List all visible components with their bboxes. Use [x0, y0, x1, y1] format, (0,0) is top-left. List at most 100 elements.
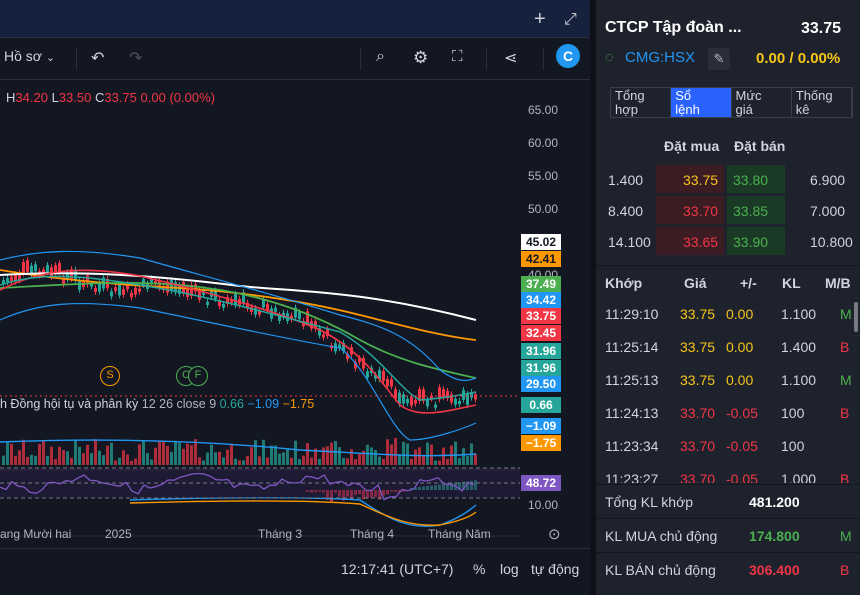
brand-logo-icon[interactable]: C	[556, 44, 580, 68]
tab-bar: Tổng hợp Sổ lệnh Mức giá Thống kê	[610, 87, 853, 118]
ohlc-legend: H34.20 L33.50 C33.75 0.00 (0.00%)	[6, 90, 215, 105]
buy-price: 33.65	[683, 234, 719, 250]
profile-menu[interactable]: Hồ sơ ⌄	[4, 48, 56, 64]
macd-hist-bar	[358, 490, 361, 495]
candle-body	[2, 280, 5, 285]
ma-teal-line	[0, 275, 477, 401]
log-toggle[interactable]: log	[500, 561, 519, 577]
macd-hist-bar	[354, 490, 357, 495]
gear-icon[interactable]: ⚙	[413, 48, 429, 67]
trade-price: 33.75	[680, 339, 716, 355]
orderbook-row[interactable]: 8.400 33.70 33.85 7.000	[596, 196, 860, 226]
macd-hist-bar	[390, 490, 393, 492]
volume-bar	[266, 457, 269, 465]
volume-bar	[118, 457, 121, 465]
trade-time: 11:24:13	[605, 405, 659, 421]
expand-icon[interactable]: ⤢	[564, 11, 577, 28]
volume-bar	[310, 457, 313, 465]
volume-bar	[30, 454, 33, 465]
buy-cell-bg	[656, 227, 724, 255]
volume-bar	[370, 447, 373, 465]
tab-3[interactable]: Thống kê	[792, 88, 852, 117]
candle-body	[30, 265, 33, 275]
axis-settings-icon[interactable]: ⊙	[548, 526, 561, 543]
orderbook-row[interactable]: 1.400 33.75 33.80 6.900	[596, 165, 860, 195]
share-icon[interactable]: ⋖	[504, 50, 518, 67]
trade-change: -0.05	[726, 438, 758, 454]
macd-signal-value: −1.75	[282, 397, 315, 411]
trades-list[interactable]: 11:29:10 33.75 0.00 1.100 M 11:25:14 33.75 0.00…	[596, 298, 860, 483]
volume-bar	[162, 441, 165, 465]
volume-bar	[326, 446, 329, 465]
candle-body	[226, 297, 229, 304]
sell-volume: 7.000	[810, 203, 846, 219]
candle-body	[442, 389, 445, 398]
edit-icon[interactable]: ✎	[708, 48, 730, 70]
orderbook-row[interactable]: 14.100 33.65 33.90 10.800	[596, 227, 860, 257]
trade-time: 11:23:27	[605, 471, 659, 483]
ohlc-close: 33.75	[104, 90, 137, 105]
volume-bar	[26, 456, 29, 465]
candle-body	[94, 288, 97, 292]
volume-bar	[434, 460, 437, 465]
fullscreen-icon[interactable]: ⛶	[452, 48, 463, 65]
macd-hist-bar	[382, 490, 385, 496]
candle-body	[422, 389, 425, 401]
x-tick: Tháng 4	[350, 527, 395, 541]
price-chart[interactable]	[0, 80, 520, 550]
percent-toggle[interactable]: %	[473, 561, 486, 577]
macd-hist-bar	[414, 487, 417, 490]
macd-line-value: −1.09	[247, 397, 280, 411]
volume-bar	[198, 457, 201, 465]
macd-hist-bar	[418, 487, 421, 490]
macd-hist-bar	[402, 490, 405, 492]
redo-icon[interactable]: ↷	[129, 50, 143, 67]
macd-legend: h Đồng hội tụ và phân kỳ 12 26 close 9 0…	[0, 397, 314, 411]
sell-cell-bg	[727, 196, 785, 224]
volume-bar	[6, 441, 9, 465]
trade-change: 0.00	[726, 372, 754, 388]
macd-hist-bar	[422, 486, 425, 490]
alert-search-icon[interactable]: ⌕	[376, 48, 385, 65]
ticker-code[interactable]: CMG:HSX	[625, 49, 696, 66]
volume-bar	[246, 455, 249, 465]
volume-bar	[226, 449, 229, 465]
ticker-price: 33.75	[801, 20, 842, 37]
scrollbar[interactable]	[854, 302, 858, 332]
macd-title: h Đồng hội tụ và phân kỳ	[0, 397, 139, 411]
event-marker-f[interactable]: F	[188, 366, 208, 386]
volume-bar	[242, 460, 245, 465]
tab-2[interactable]: Mức giá	[732, 88, 792, 117]
candle-body	[254, 308, 257, 315]
candle-body	[262, 299, 265, 308]
add-icon[interactable]: +	[534, 8, 546, 30]
volume-bar	[334, 440, 337, 465]
split-marker[interactable]: S	[100, 366, 120, 386]
y-tick: 65.00	[528, 103, 559, 117]
buy-cell-bg	[656, 196, 724, 224]
candle-body	[98, 283, 101, 292]
tab-1[interactable]: Sổ lệnh	[671, 88, 732, 117]
macd-hist-bar	[374, 490, 377, 497]
auto-scale-toggle[interactable]: tự động	[531, 561, 580, 577]
macd-hist-bar	[438, 484, 441, 490]
candle-body	[150, 278, 153, 283]
price-tag: 29.50	[521, 376, 561, 392]
volume-bar	[258, 456, 261, 465]
company-name: CTCP Tập đoàn ...	[605, 19, 742, 36]
rsi-pane[interactable]	[0, 463, 520, 508]
trade-row: 11:29:10 33.75 0.00 1.100 M	[596, 298, 852, 331]
volume-bar	[206, 452, 209, 465]
tab-0[interactable]: Tổng hợp	[611, 88, 672, 117]
buy-volume: 8.400	[608, 203, 644, 219]
candle-body	[338, 344, 341, 349]
sell-cell-bg	[727, 227, 785, 255]
undo-icon[interactable]: ↶	[91, 50, 105, 67]
chart-panel[interactable]: + ⤢ Hồ sơ ⌄ ↶ ↷ ⌕ ⚙ ⛶ ⋖ C H34.20 L33.50 …	[0, 0, 590, 595]
trade-time: 11:25:14	[605, 339, 659, 355]
divider	[596, 265, 860, 266]
x-tick: Tháng 3	[258, 527, 303, 541]
volume-bar	[398, 454, 401, 465]
volume-bar	[166, 446, 169, 465]
volume-bar	[278, 453, 281, 465]
